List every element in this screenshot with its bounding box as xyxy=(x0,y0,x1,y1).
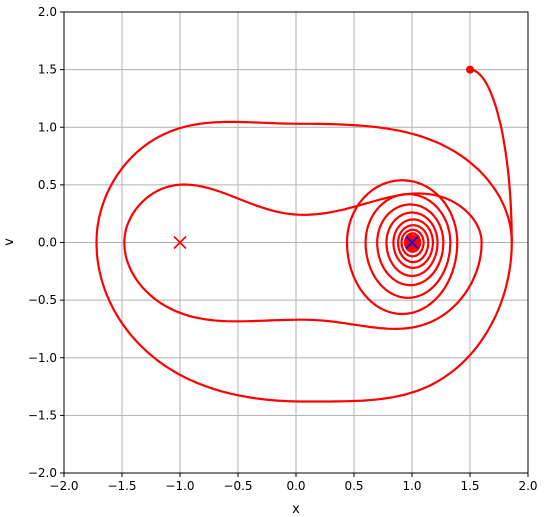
y-tick-label: 1.0 xyxy=(38,120,57,134)
y-tick-label: −2.0 xyxy=(28,466,57,480)
x-tick-label: 2.0 xyxy=(518,479,537,493)
trajectory-initial-segment xyxy=(469,68,513,243)
x-tick-label: −0.5 xyxy=(223,479,252,493)
y-tick-label: −1.5 xyxy=(28,408,57,422)
y-axis-ticks: −2.0 −1.5 −1.0 −0.5 0.0 0.5 1.0 1.5 2.0 xyxy=(28,5,64,480)
x-tick-label: 0.5 xyxy=(344,479,363,493)
x-tick-label: −1.5 xyxy=(107,479,136,493)
x-tick-label: −1.0 xyxy=(165,479,194,493)
start-point xyxy=(466,65,474,74)
y-axis-label: v xyxy=(2,238,17,246)
y-tick-label: 1.5 xyxy=(38,63,57,77)
y-tick-label: 0.5 xyxy=(38,178,57,192)
trajectory-loop xyxy=(385,211,439,277)
x-axis-label: x xyxy=(292,502,300,517)
trajectory-loop xyxy=(397,224,430,264)
x-tick-label: 0.0 xyxy=(286,479,305,493)
trajectory-loop xyxy=(123,183,483,331)
x-tick-label: −2.0 xyxy=(49,479,78,493)
trajectory-loop xyxy=(403,232,422,253)
trajectory-loop xyxy=(95,120,513,403)
y-tick-label: 0.0 xyxy=(38,236,57,250)
y-tick-label: 2.0 xyxy=(38,5,57,19)
fixed-point-right xyxy=(405,235,419,250)
y-tick-label: −1.0 xyxy=(28,351,57,365)
trajectory-loop xyxy=(345,179,459,316)
fixed-point-left xyxy=(173,235,187,250)
y-tick-label: −0.5 xyxy=(28,293,57,307)
x-axis-ticks: −2.0 −1.5 −1.0 −0.5 0.0 0.5 1.0 1.5 2.0 xyxy=(49,473,538,493)
markers xyxy=(173,235,419,250)
x-tick-label: 1.5 xyxy=(460,479,479,493)
trajectory-loop xyxy=(400,228,425,258)
trajectory-loop xyxy=(364,193,452,299)
trajectory-loop xyxy=(392,218,434,270)
trajectory-loop xyxy=(376,203,445,287)
x-tick-label: 1.0 xyxy=(402,479,421,493)
